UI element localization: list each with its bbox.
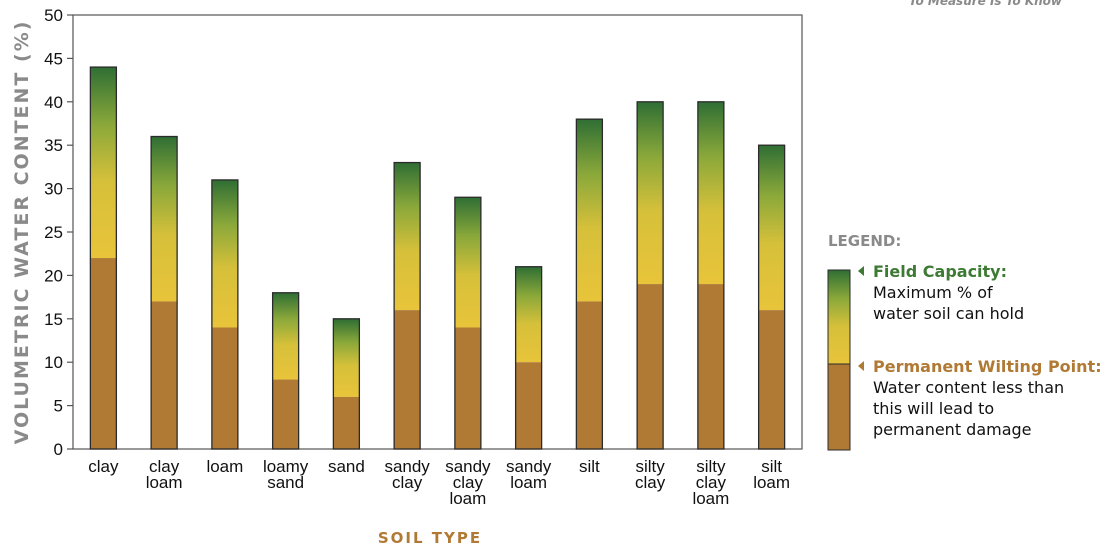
bar-outline [332, 318, 361, 450]
bar-wilting-point [637, 284, 664, 449]
x-category-label: silt [579, 457, 600, 476]
y-tick-label: 45 [44, 49, 63, 68]
legend-title: LEGEND: [828, 232, 901, 250]
bar-outline [89, 66, 118, 450]
x-category-label: clay loam [146, 457, 183, 492]
y-tick-label: 40 [44, 93, 63, 112]
bar-field-capacity [272, 292, 299, 380]
y-tick-label: 35 [44, 136, 63, 155]
bar-wilting-point [515, 362, 542, 449]
bar-outline [697, 101, 725, 450]
bar-wilting-point [454, 327, 481, 449]
y-tick-label: 20 [44, 266, 63, 285]
plot-frame [72, 14, 803, 450]
legend-pwp-line-1: Water content less than [873, 378, 1064, 397]
legend-swatch-wilting-point [827, 363, 851, 451]
legend-pwp-heading: Permanent Wilting Point: [873, 357, 1100, 376]
bar-field-capacity [697, 101, 724, 285]
y-tick-label: 30 [44, 180, 63, 199]
legend-fc-heading: Field Capacity: [873, 262, 1007, 281]
x-category-label: silt loam [753, 457, 790, 492]
bar-wilting-point [394, 310, 421, 449]
bar-field-capacity [90, 67, 117, 259]
x-category-label: sandy clay loam [445, 457, 491, 508]
bar-field-capacity [394, 162, 421, 311]
x-category-label: silty clay loam [692, 457, 729, 508]
y-axis-label: VOLUMETRIC WATER CONTENT (%) [11, 20, 33, 445]
bar-wilting-point [576, 301, 603, 449]
bars [89, 66, 786, 450]
bar-field-capacity [333, 318, 360, 397]
y-tick-label: 5 [54, 397, 63, 416]
bar-field-capacity [576, 119, 603, 302]
bar-wilting-point [697, 284, 724, 449]
bar-wilting-point [272, 379, 299, 449]
tagline: To Measure Is To Know [909, 0, 1063, 8]
x-axis-label: SOIL TYPE [378, 529, 482, 547]
legend-pointer-fc-icon [858, 266, 864, 276]
legend-pointer-pwp-icon [858, 361, 864, 371]
x-category-label: silty clay [635, 457, 666, 492]
bar-field-capacity [758, 145, 785, 311]
bar-wilting-point [333, 396, 360, 449]
bar-field-capacity [637, 101, 664, 285]
legend-pwp-line-3: permanent damage [873, 420, 1032, 439]
bar-outline [454, 196, 482, 450]
x-category-label: loamy sand [263, 457, 309, 492]
y-tick-label: 50 [44, 6, 63, 25]
x-category-label: sand [328, 457, 365, 476]
legend: LEGEND: Field Capacity: Maximum % of wat… [827, 232, 1100, 451]
bar-wilting-point [90, 258, 117, 449]
y-tick-label: 10 [44, 353, 63, 372]
bar-outline [575, 118, 604, 450]
axes: 0 5 10 15 20 25 30 35 40 45 50 [44, 6, 803, 459]
x-category-label: sandy loam [506, 457, 552, 492]
legend-pwp-line-2: this will lead to [873, 399, 994, 418]
x-category-label: clay [88, 457, 119, 476]
category-labels: clay clay loam loam loamy sand sand sandy clay sa… [88, 457, 790, 508]
bar-outline [514, 266, 543, 450]
bar-outline [636, 101, 664, 450]
bar-outline [150, 135, 178, 450]
bar-outline [393, 161, 421, 450]
bar-field-capacity [515, 266, 542, 363]
bar-outline [211, 179, 239, 450]
bar-outline [757, 144, 786, 450]
bar-field-capacity [454, 197, 481, 328]
legend-fc-line-1: Maximum % of [873, 283, 993, 302]
bar-field-capacity [211, 179, 238, 328]
y-tick-label: 0 [54, 440, 63, 459]
bar-wilting-point [151, 301, 178, 449]
bar-field-capacity [151, 136, 178, 302]
legend-fc-line-2: water soil can hold [873, 304, 1024, 323]
x-category-label: loam [206, 457, 243, 476]
x-category-label: sandy clay [384, 457, 430, 492]
bar-outline [271, 292, 300, 450]
bar-wilting-point [758, 310, 785, 449]
legend-swatch-field-capacity [827, 269, 851, 365]
y-tick-label: 15 [44, 310, 63, 329]
bar-wilting-point [211, 327, 238, 449]
y-tick-label: 25 [44, 223, 63, 242]
